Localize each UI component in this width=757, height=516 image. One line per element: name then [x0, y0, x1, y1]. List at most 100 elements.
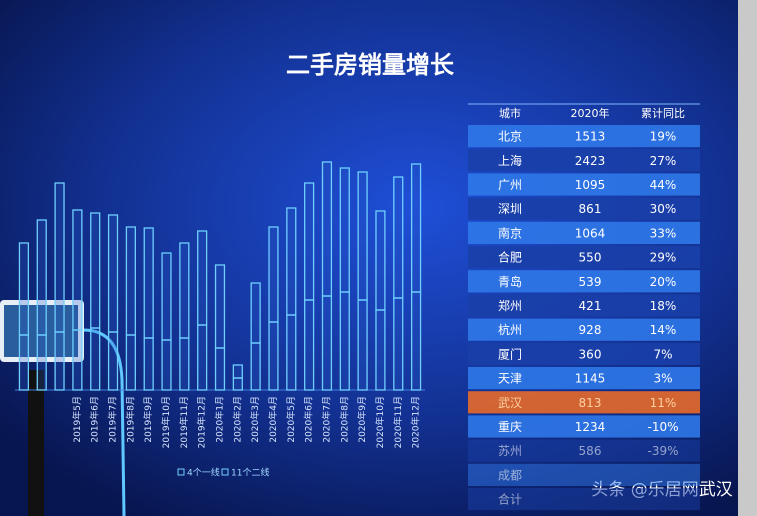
bar-segment — [286, 314, 297, 391]
bar-segment — [107, 331, 119, 391]
table-cell: 44% — [650, 178, 677, 192]
bar-segment — [393, 176, 404, 299]
x-tick-label: 2020年4月 — [267, 396, 279, 443]
table-cell: 29% — [650, 251, 677, 265]
chart-title: 二手房销量增长 — [286, 51, 455, 79]
table-row — [468, 270, 700, 293]
table-cell: 2423 — [575, 154, 606, 168]
legend: 4个一线 11个二线 — [177, 467, 269, 479]
bar-segment — [410, 163, 422, 293]
table-row — [468, 246, 700, 269]
x-tick-label: 2020年8月 — [338, 396, 350, 443]
table-row — [468, 318, 700, 341]
table-cell: 合肥 — [498, 250, 522, 265]
x-tick-label: 2019年11月 — [178, 396, 190, 448]
table-cell: 813 — [579, 396, 602, 410]
bar-segment — [125, 226, 136, 336]
bar-segment — [36, 334, 47, 391]
table-cell: 30% — [650, 202, 677, 216]
table-row — [468, 391, 700, 414]
bar-segment — [321, 295, 333, 391]
bar-segment — [143, 337, 154, 391]
table-row — [468, 342, 700, 365]
table-cell: -10% — [647, 420, 678, 434]
table-cell: 3% — [653, 372, 672, 386]
bar-segment — [90, 212, 101, 329]
table-row — [468, 367, 700, 390]
table-cell: 928 — [579, 323, 602, 337]
legend-swatch — [221, 468, 229, 476]
x-tick-label: 2020年5月 — [285, 396, 297, 443]
table-cell: 1513 — [575, 130, 606, 144]
bar-segment — [357, 171, 368, 301]
tripod — [28, 370, 44, 516]
bar-segment — [197, 324, 208, 391]
bar-segment — [214, 347, 226, 391]
table-cell: 1145 — [575, 372, 606, 386]
table-cell: 1234 — [575, 420, 606, 434]
phone-screen — [4, 305, 78, 357]
x-tick-label: 2019年7月 — [107, 396, 119, 443]
bar-segment — [161, 252, 172, 341]
bar-segment — [250, 342, 261, 391]
bar-segment — [232, 377, 243, 391]
wall — [738, 0, 757, 516]
table-cell: 421 — [579, 299, 602, 313]
table-cell: 武汉 — [498, 396, 522, 410]
bar-segment — [54, 182, 65, 333]
bar-segment — [36, 219, 47, 336]
table-cell: 广州 — [498, 178, 522, 192]
table-cell: 郑州 — [498, 298, 522, 313]
table-cell: 深圳 — [498, 202, 522, 216]
table-row — [468, 197, 700, 220]
table-cell: 天津 — [498, 372, 522, 386]
table-cell: 上海 — [498, 153, 522, 168]
bar-segment — [161, 339, 172, 391]
table-cell: 南京 — [498, 225, 522, 240]
bar-segment — [54, 331, 65, 391]
legend-label: 4个一线 — [187, 467, 220, 479]
bar-segment — [143, 227, 154, 339]
bar-segment — [72, 329, 83, 391]
table-cell: 北京 — [498, 130, 522, 144]
bar-segment — [18, 334, 30, 391]
bar-segment — [197, 230, 208, 326]
x-tick-label: 2020年12月 — [410, 396, 422, 448]
x-tick-label: 2019年5月 — [71, 396, 83, 443]
bar-segment — [107, 214, 119, 333]
cable — [83, 328, 126, 516]
bar-segment — [179, 337, 190, 391]
table-cell: 合计 — [498, 492, 522, 507]
table-cell: 19% — [650, 130, 677, 144]
legend-swatch — [177, 468, 185, 476]
x-tick-label: 2019年8月 — [124, 396, 136, 443]
bar-segment — [214, 264, 226, 349]
table-cell: 1095 — [575, 178, 606, 192]
table-cell: -39% — [647, 444, 678, 458]
bar-segment — [232, 364, 243, 379]
bar-segment — [375, 309, 386, 391]
table-cell: 20% — [650, 275, 677, 289]
bar-segment — [268, 226, 279, 323]
x-tick-label: 2019年12月 — [196, 396, 208, 448]
bar-segment — [90, 327, 101, 391]
bar-segment — [304, 182, 315, 301]
table-row — [468, 463, 700, 486]
table-cell: 青岛 — [498, 274, 522, 289]
table-cell: 861 — [579, 202, 602, 216]
bar-segment — [393, 297, 404, 391]
table-cell: 苏州 — [498, 444, 522, 458]
table-cell: 550 — [579, 251, 602, 265]
bar-segment — [375, 210, 386, 311]
table-cell: 27% — [650, 154, 677, 168]
table-cell: 成都 — [498, 468, 522, 482]
table-cell: 7% — [653, 347, 672, 361]
bar-segment — [321, 161, 333, 297]
x-tick-label: 2019年10月 — [160, 396, 172, 448]
table-cell: 1064 — [575, 226, 606, 240]
x-tick-label: 2020年1月 — [214, 396, 226, 443]
table-cell: 11% — [650, 396, 677, 410]
bar-segment — [410, 291, 422, 391]
table-row — [468, 415, 700, 438]
